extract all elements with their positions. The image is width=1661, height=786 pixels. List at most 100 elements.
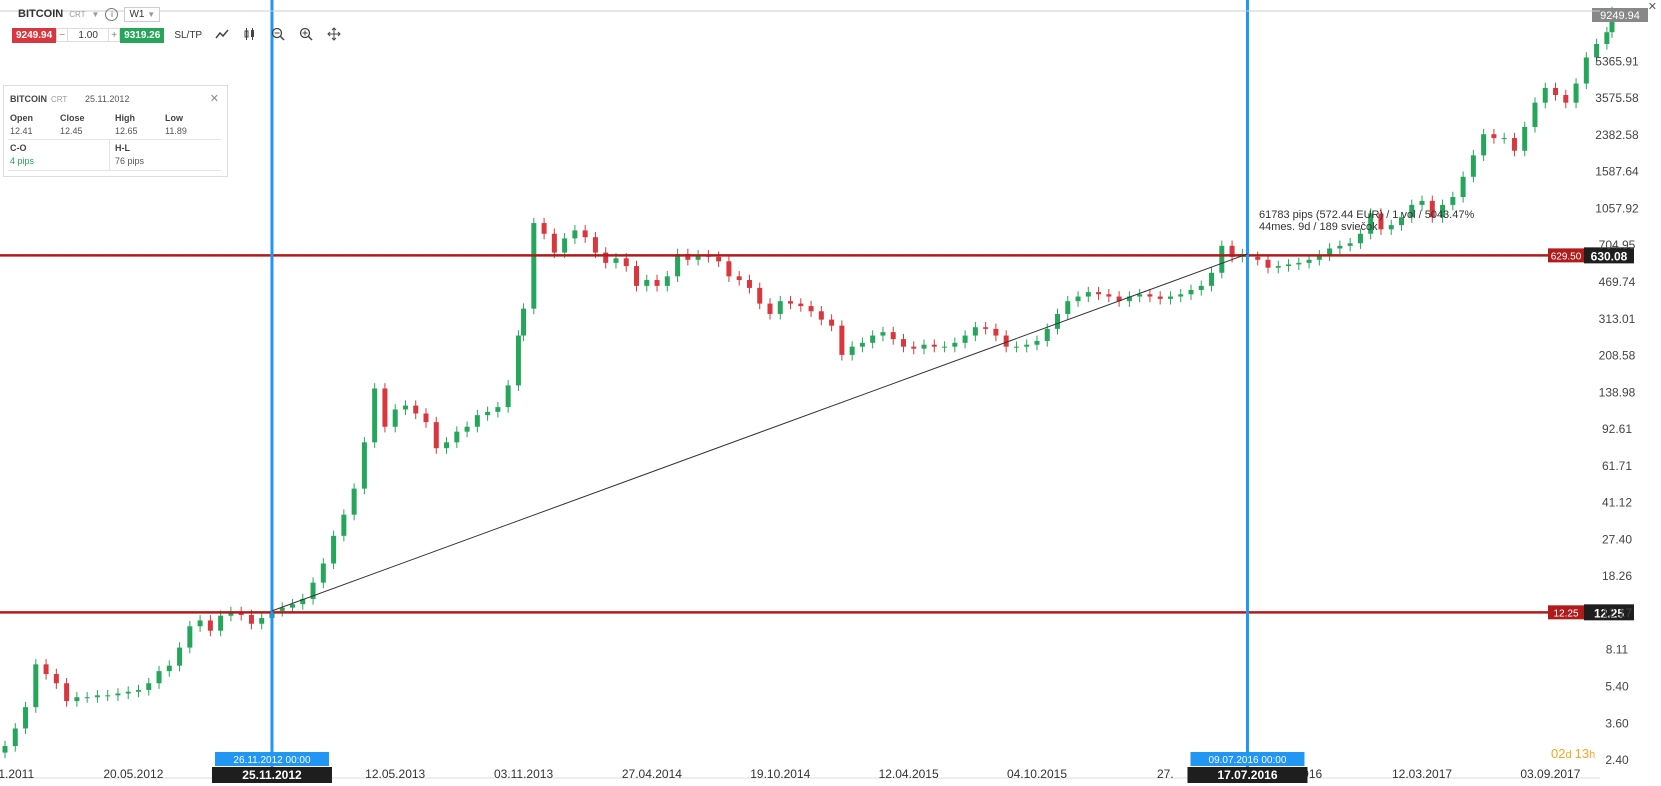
candle-body[interactable] (921, 344, 927, 349)
candle-body[interactable] (1460, 176, 1466, 198)
candle-body[interactable] (1085, 292, 1091, 297)
candle-body[interactable] (654, 280, 660, 286)
candle-body[interactable] (1419, 200, 1425, 205)
candle-body[interactable] (495, 407, 501, 412)
candle-body[interactable] (849, 346, 855, 355)
candle-body[interactable] (279, 607, 285, 611)
candle-body[interactable] (1532, 102, 1538, 127)
candle-body[interactable] (757, 287, 763, 304)
candle-body[interactable] (33, 664, 39, 708)
candle-body[interactable] (218, 615, 224, 631)
candle-body[interactable] (392, 409, 398, 427)
candle-body[interactable] (1219, 245, 1225, 273)
candle-body[interactable] (515, 335, 521, 386)
candle-body[interactable] (1178, 294, 1184, 297)
candle-body[interactable] (382, 388, 388, 427)
candle-body[interactable] (1306, 259, 1312, 263)
candle-body[interactable] (582, 230, 588, 238)
candle-body[interactable] (1044, 328, 1050, 341)
candle-body[interactable] (746, 280, 752, 288)
candle-body[interactable] (1316, 255, 1322, 260)
candle-body[interactable] (983, 327, 989, 329)
candle-body[interactable] (664, 276, 670, 286)
candle-body[interactable] (1024, 344, 1030, 347)
move-icon[interactable] (326, 26, 342, 44)
candle-body[interactable] (1286, 264, 1292, 267)
candle-body[interactable] (248, 614, 254, 624)
candle-body[interactable] (839, 325, 845, 355)
candle-body[interactable] (1511, 138, 1517, 151)
close-icon[interactable]: ✕ (209, 93, 219, 105)
candle-body[interactable] (870, 335, 876, 343)
candle-body[interactable] (644, 280, 650, 286)
candle-body[interactable] (716, 256, 722, 262)
candle-body[interactable] (207, 620, 213, 631)
candle-body[interactable] (890, 332, 896, 340)
candle-body[interactable] (613, 258, 619, 263)
candle-body[interactable] (1594, 43, 1600, 58)
candle-body[interactable] (592, 237, 598, 253)
candle-body[interactable] (993, 328, 999, 336)
candle-body[interactable] (1491, 134, 1497, 139)
candle-body[interactable] (310, 582, 316, 599)
candle-body[interactable] (1357, 233, 1363, 244)
candle-body[interactable] (1055, 313, 1061, 329)
candle-body[interactable] (541, 223, 547, 234)
candle-body[interactable] (1388, 225, 1394, 230)
candle-body[interactable] (474, 415, 480, 427)
candle-body[interactable] (1275, 266, 1281, 268)
zoom-in-icon[interactable] (298, 27, 314, 44)
candle-body[interactable] (1327, 248, 1333, 256)
candle-body[interactable] (900, 339, 906, 347)
candle-body[interactable] (125, 691, 131, 694)
candle-body[interactable] (505, 385, 511, 408)
candle-body[interactable] (1542, 87, 1548, 103)
candle-body[interactable] (623, 258, 629, 267)
candle-body[interactable] (562, 238, 568, 253)
candle-body[interactable] (1398, 217, 1404, 226)
candle-body[interactable] (259, 618, 265, 624)
buy-button[interactable]: 9319.26 (120, 27, 165, 43)
candle-body[interactable] (433, 422, 439, 449)
candle-body[interactable] (931, 344, 937, 347)
candle-body[interactable] (300, 598, 306, 605)
candle-body[interactable] (1553, 87, 1559, 96)
candle-body[interactable] (829, 319, 835, 326)
symbol-name[interactable]: BITCOIN (18, 8, 64, 20)
candle-body[interactable] (331, 535, 337, 564)
candle-body[interactable] (53, 674, 59, 684)
candle-body[interactable] (94, 695, 100, 698)
candle-body[interactable] (726, 261, 732, 277)
candle-body[interactable] (197, 620, 203, 627)
line-chart-icon[interactable] (214, 28, 230, 43)
candle-body[interactable] (444, 442, 450, 449)
candle-body[interactable] (423, 413, 429, 423)
candle-body[interactable] (64, 683, 70, 702)
chart-close-icon[interactable]: ✕ (1647, 1, 1657, 13)
zoom-out-icon[interactable] (270, 27, 286, 44)
candle-body[interactable] (942, 346, 948, 348)
candle-body[interactable] (74, 697, 80, 702)
candle-body[interactable] (1440, 204, 1446, 218)
candle-body[interactable] (911, 346, 917, 349)
candle-body[interactable] (23, 707, 29, 729)
candle-body[interactable] (685, 253, 691, 260)
candle-body[interactable] (43, 664, 49, 675)
info-icon[interactable]: i (105, 7, 119, 21)
candle-body[interactable] (1522, 126, 1528, 151)
candle-body[interactable] (962, 335, 968, 343)
candle-body[interactable] (12, 728, 18, 747)
candle-body[interactable] (1209, 272, 1215, 286)
candle-body[interactable] (372, 388, 378, 443)
candle-body[interactable] (818, 311, 824, 320)
candle-body[interactable] (736, 276, 742, 281)
candle-body[interactable] (156, 671, 162, 684)
candle-body[interactable] (1609, 12, 1615, 33)
candle-body[interactable] (1296, 262, 1302, 265)
candle-body[interactable] (1075, 296, 1081, 302)
time-axis[interactable]: 27.11.2011 20.05.2012 25.11.2012 12.05.2013… (0, 752, 1600, 783)
candle-body[interactable] (1126, 296, 1132, 302)
minus-button[interactable]: − (56, 28, 69, 42)
candle-body[interactable] (413, 405, 419, 414)
